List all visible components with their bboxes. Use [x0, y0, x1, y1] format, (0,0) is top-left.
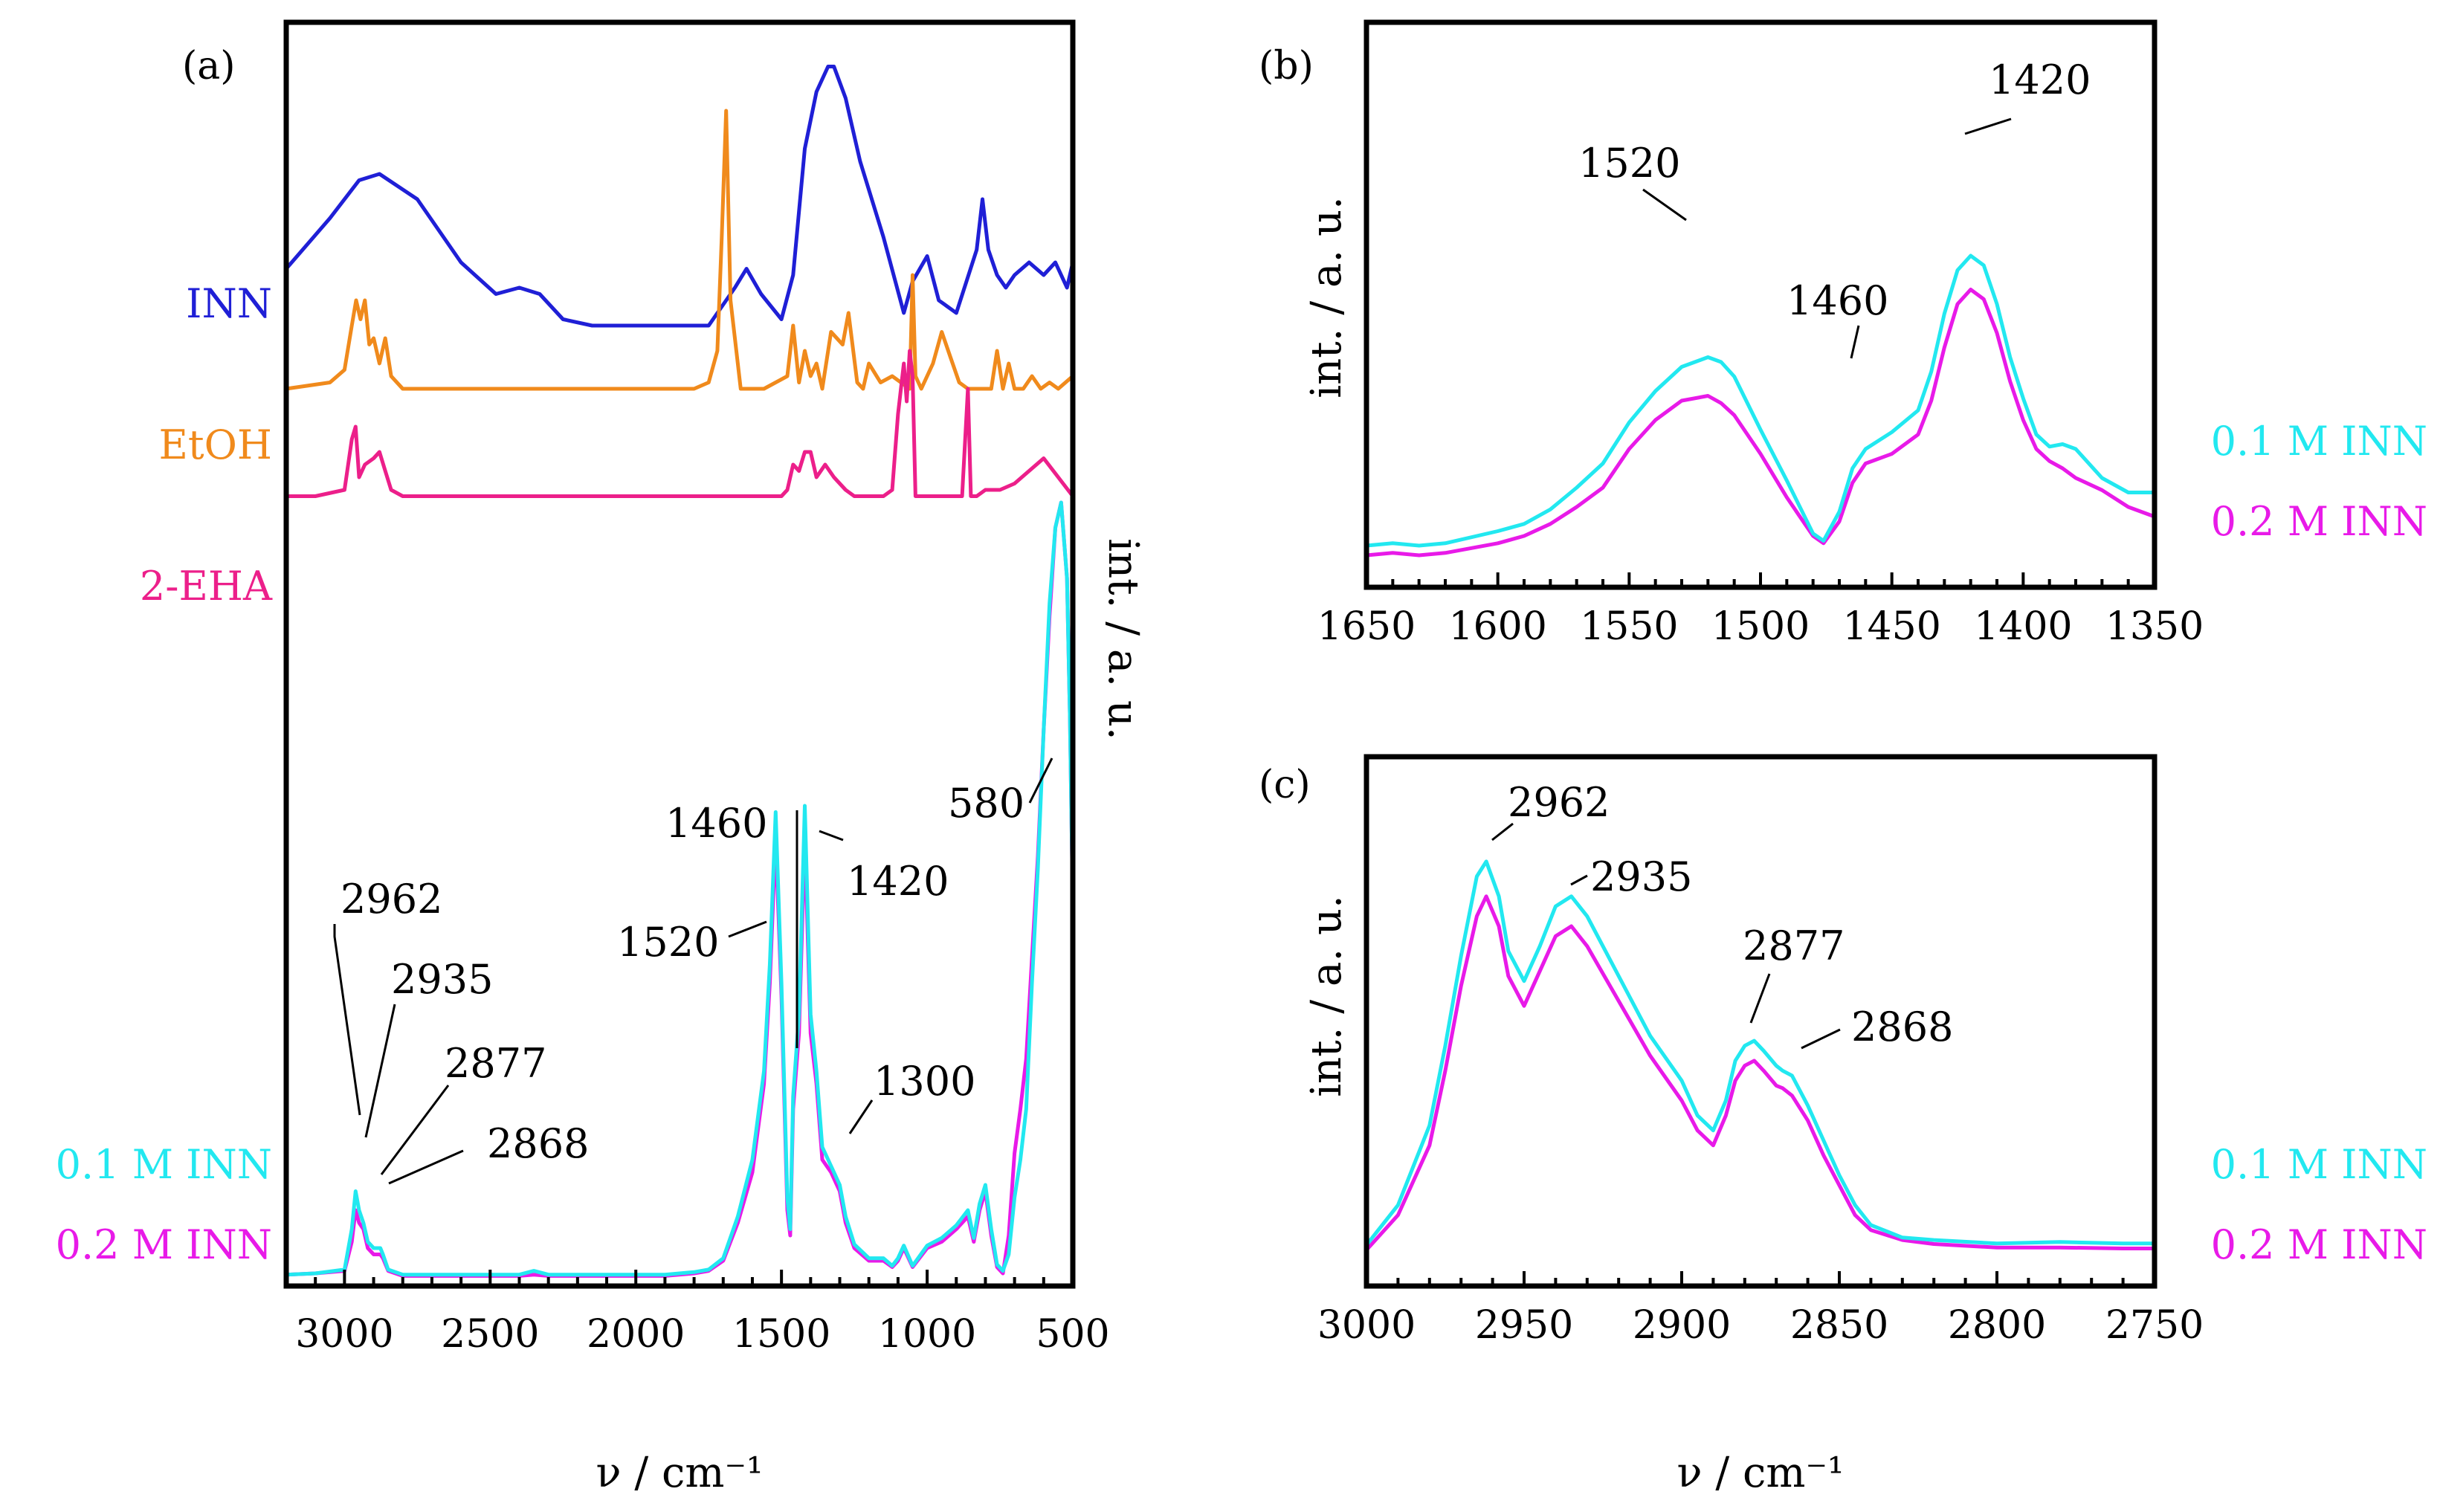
legend-etoh: EtOH	[159, 421, 272, 468]
leader-2868	[388, 1149, 464, 1185]
panel-a-curves	[284, 65, 1075, 1278]
x-tick-label-a-2000: 2000	[587, 1312, 685, 1357]
panel-b-curves	[1364, 253, 2157, 558]
annotation-c-2935: 2935	[1590, 853, 1692, 900]
b-x-tick-label-1450: 1450	[1842, 604, 1940, 649]
legend-b-0-1m-inn: 0.1 M INN	[2211, 418, 2427, 465]
leader-2962	[333, 924, 361, 1116]
x-tick-label-a-1000: 1000	[878, 1312, 976, 1357]
panel-b-x-ticks: 1650 1600 1550 1500 1450 1400 1350	[1317, 572, 2204, 649]
legend-c-0-2m-inn: 0.2 M INN	[2211, 1221, 2427, 1268]
panel-a-frame	[283, 19, 1076, 1289]
panel-c-x-axis-label: ν / cm⁻¹	[1677, 1449, 1845, 1497]
panel-c-frame	[1364, 754, 2158, 1289]
panel-b-y-axis-label: int. / a. u.	[1303, 196, 1351, 398]
c-x-tick-label-2850: 2850	[1790, 1303, 1888, 1348]
b-x-tick-label-1400: 1400	[1974, 604, 2072, 649]
panel-b-frame	[1364, 19, 2158, 590]
annotation-1300: 1300	[874, 1058, 975, 1105]
annotation-1420: 1420	[847, 858, 949, 905]
b-x-tick-label-1350: 1350	[2105, 604, 2204, 649]
b-x-tick-label-1500: 1500	[1711, 604, 1810, 649]
annotation-2935: 2935	[391, 956, 493, 1003]
c-series-0-1-m-inn	[1364, 859, 2157, 1247]
annotation-b-1520: 1520	[1578, 140, 1680, 187]
c-x-tick-label-2950: 2950	[1475, 1303, 1573, 1348]
series-2-eha	[284, 349, 1075, 498]
panel-a-tag: (a)	[182, 44, 236, 88]
leader-2877	[380, 1085, 450, 1175]
leader-c-2868	[1801, 1028, 1841, 1050]
annotation-1520: 1520	[617, 919, 719, 966]
leader-c-2962	[1491, 822, 1514, 841]
panel-b: 1650 1600 1550 1500 1450 1400 1350 (b) int. / …	[1259, 19, 2427, 649]
leader-c-2935	[1570, 874, 1588, 886]
x-tick-label-a-500: 500	[1036, 1312, 1109, 1357]
panel-a-x-axis-label: ν / cm⁻¹	[596, 1449, 764, 1497]
panel-c-tag: (c)	[1259, 763, 1311, 807]
panel-c-x-ticks: 3000 2950 2900 2850 2800 2750	[1317, 1271, 2204, 1348]
annotation-2877: 2877	[445, 1040, 546, 1087]
leader-580	[1028, 757, 1053, 804]
annotation-1460: 1460	[665, 800, 767, 847]
legend-b-0-2m-inn: 0.2 M INN	[2211, 498, 2427, 545]
c-x-tick-label-2750: 2750	[2105, 1303, 2204, 1348]
panel-a-y-axis-label: int. / a. u.	[1099, 538, 1147, 740]
panel-c: 3000 2950 2900 2850 2800 2750 (c) ν / cm⁻¹ in…	[1259, 754, 2427, 1497]
b-x-tick-label-1550: 1550	[1580, 604, 1678, 649]
panel-c-y-axis-label: int. / a. u.	[1303, 895, 1351, 1097]
leader-1520	[728, 920, 767, 938]
panel-a: 3000 2500 2000 1500 1000 500 (a) ν / cm⁻¹ int…	[56, 19, 1147, 1497]
c-x-tick-label-2800: 2800	[1948, 1303, 2046, 1348]
b-x-tick-label-1600: 1600	[1448, 604, 1546, 649]
leader-b-1520	[1642, 188, 1687, 222]
panel-b-tag: (b)	[1259, 44, 1314, 88]
panel-a-x-ticks: 3000 2500 2000 1500 1000 500	[295, 1270, 1110, 1357]
panel-c-curves	[1364, 859, 2157, 1252]
series-inn	[284, 65, 1075, 328]
c-series-0-2-m-inn	[1364, 894, 2157, 1252]
x-tick-label-a-2500: 2500	[441, 1312, 539, 1357]
c-x-tick-label-2900: 2900	[1633, 1303, 1731, 1348]
x-tick-label-a-3000: 3000	[295, 1312, 393, 1357]
leader-1300	[848, 1099, 874, 1134]
series-etoh	[284, 109, 1075, 391]
leader-1420	[819, 830, 844, 841]
legend-c-0-1m-inn: 0.1 M INN	[2211, 1141, 2427, 1188]
annotation-580: 580	[948, 780, 1024, 827]
legend-0-1m-inn: 0.1 M INN	[56, 1141, 272, 1188]
c-x-tick-label-3000: 3000	[1317, 1303, 1416, 1348]
annotation-b-1460: 1460	[1787, 277, 1888, 324]
series-0-1-m-inn	[284, 500, 1075, 1277]
annotation-c-2962: 2962	[1508, 779, 1610, 826]
b-x-tick-label-1650: 1650	[1317, 604, 1416, 649]
annotation-c-2868: 2868	[1851, 1004, 1953, 1050]
leader-c-2877	[1749, 973, 1771, 1024]
b-series-0-2-m-inn	[1364, 288, 2157, 558]
leader-2935	[364, 1004, 396, 1138]
legend-2-eha: 2-EHA	[140, 563, 273, 610]
annotation-b-1420: 1420	[1989, 56, 2091, 103]
leader-b-1460	[1850, 325, 1860, 359]
legend-0-2m-inn: 0.2 M INN	[56, 1221, 272, 1268]
b-series-0-1-m-inn	[1364, 253, 2157, 548]
annotation-c-2877: 2877	[1743, 923, 1845, 969]
x-tick-label-a-1500: 1500	[732, 1312, 830, 1357]
leader-b-1420	[1964, 117, 2012, 135]
legend-inn: INN	[186, 280, 272, 327]
annotation-2868: 2868	[487, 1120, 589, 1167]
annotation-2962: 2962	[341, 876, 442, 923]
